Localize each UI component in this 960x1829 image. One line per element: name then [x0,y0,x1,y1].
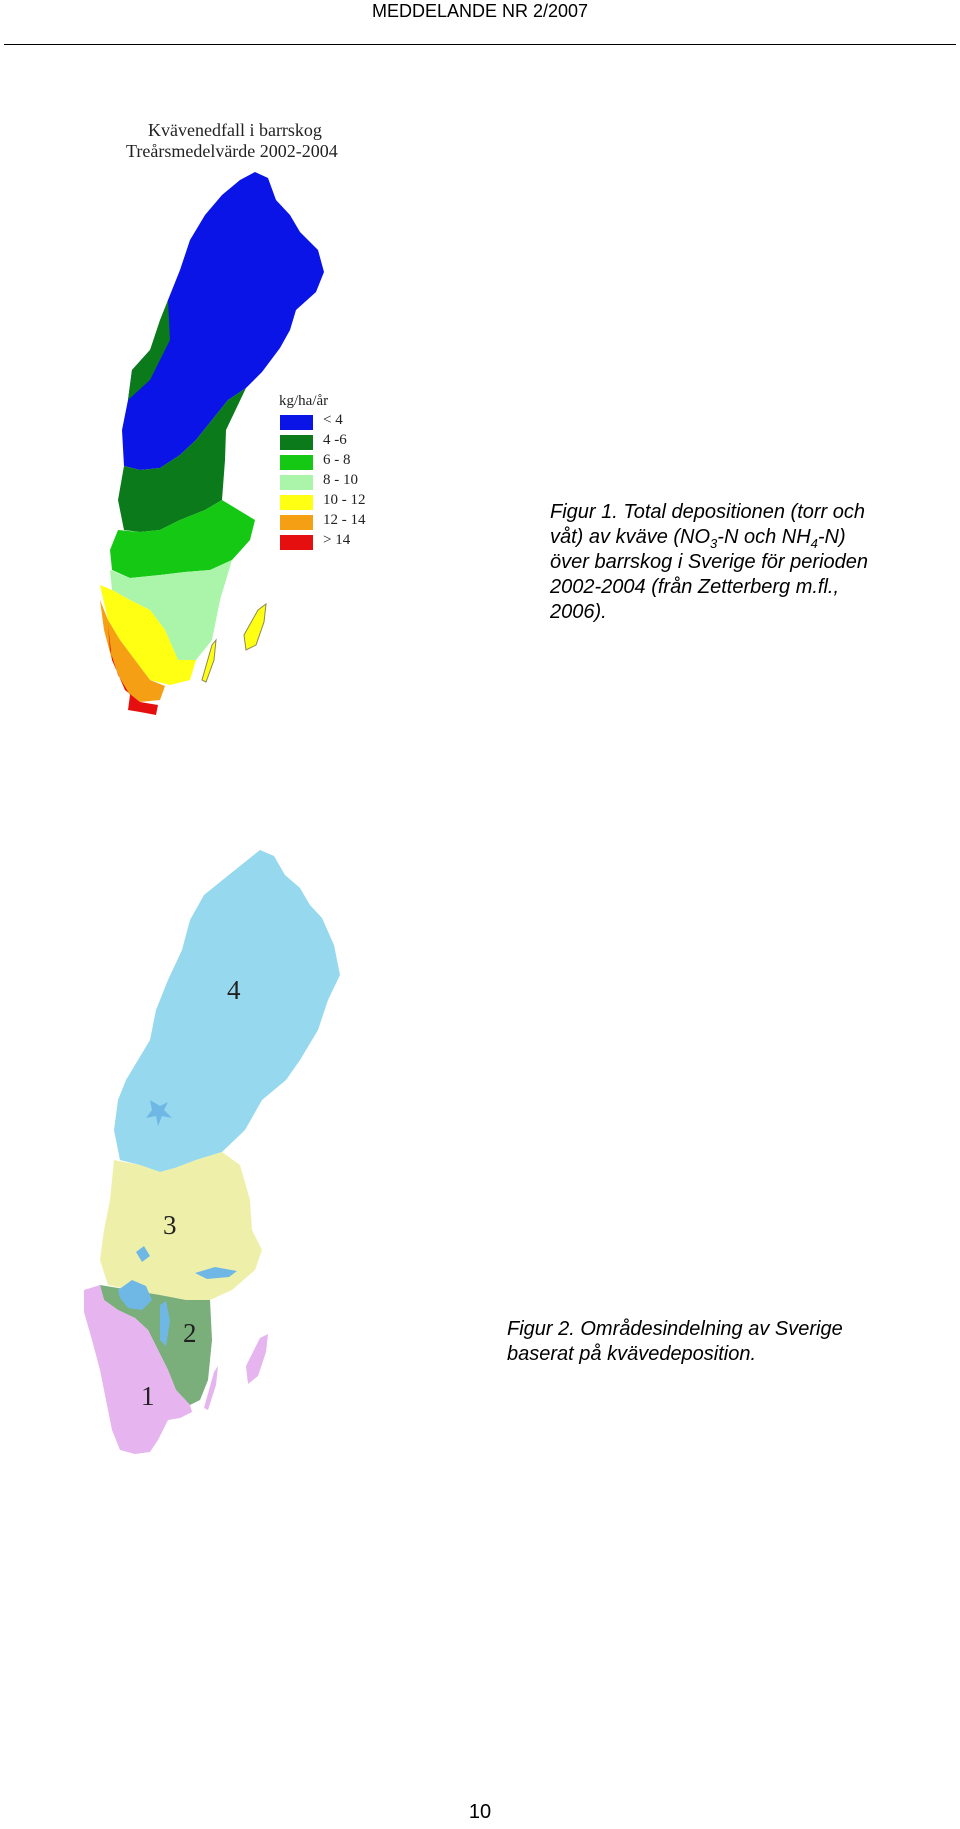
region-label-2: 2 [183,1318,197,1348]
sweden-regions [84,850,340,1454]
region-1-area [84,1285,192,1454]
region-1-oland [204,1366,218,1410]
lake-vanern [118,1280,152,1310]
figure1-caption: Figur 1. Total depositionen (torr och vå… [550,500,890,625]
legend-label: 8 - 10 [323,472,358,488]
figure2-caption: Figur 2. Områdesindelning av Sverige bas… [507,1318,843,1365]
legend-swatch-6to8 [280,455,313,470]
region-label-3: 3 [163,1210,177,1240]
caption-subscript: 3 [710,536,718,551]
region-label-4: 4 [227,975,241,1005]
caption-subscript: 4 [810,536,818,551]
map-subtitle: Treårsmedelvärde 2002-2004 [126,141,338,161]
header-divider [4,44,956,45]
zone-12to14 [100,600,165,702]
lake-malaren [195,1267,237,1279]
legend-swatch-gt14 [280,535,313,550]
legend-swatch-lt4 [280,415,313,430]
legend-label: 12 - 14 [323,512,366,528]
region-2-area [100,1285,212,1405]
zone-8to10 [110,560,232,660]
map-title: Kvävenedfall i barrskog [148,120,322,140]
region-1-gotland [246,1334,268,1384]
region-3-area [100,1152,262,1300]
caption-text: Figur 1. Total depositionen (torr och vå… [550,501,865,548]
page-number: 10 [468,1801,492,1823]
lake-siljan [136,1246,150,1262]
legend-swatch-12to14 [280,515,313,530]
zone-4to6 [118,388,246,532]
region-4-area [114,850,340,1172]
legend-swatch-4to6 [280,435,313,450]
lake-vattern [160,1301,170,1346]
region-label-1: 1 [141,1381,155,1411]
legend-label: 10 - 12 [323,492,366,508]
zone-gt14 [108,625,158,715]
gotland [243,602,267,651]
caption-text: -N och NH [717,526,811,548]
legend-label: > 14 [323,532,351,548]
caption-text: -N) över barrskog i Sverige för perioden… [550,526,868,623]
legend-label: 6 - 8 [323,452,351,468]
page-header: MEDDELANDE NR 2/2007 [371,1,589,21]
legend-swatch-10to12 [280,495,313,510]
oland [201,638,217,683]
legend-title: kg/ha/år [279,393,329,409]
zone-6to8 [110,500,255,578]
legend-swatch-8to10 [280,475,313,490]
legend-label: 4 -6 [323,432,347,448]
lake-north [146,1100,172,1126]
sweden-deposition-zones [100,172,324,715]
legend-label: < 4 [323,412,343,428]
zone-4to6-west [128,300,170,400]
zone-lt4 [122,172,324,470]
zone-10to12 [100,585,196,685]
